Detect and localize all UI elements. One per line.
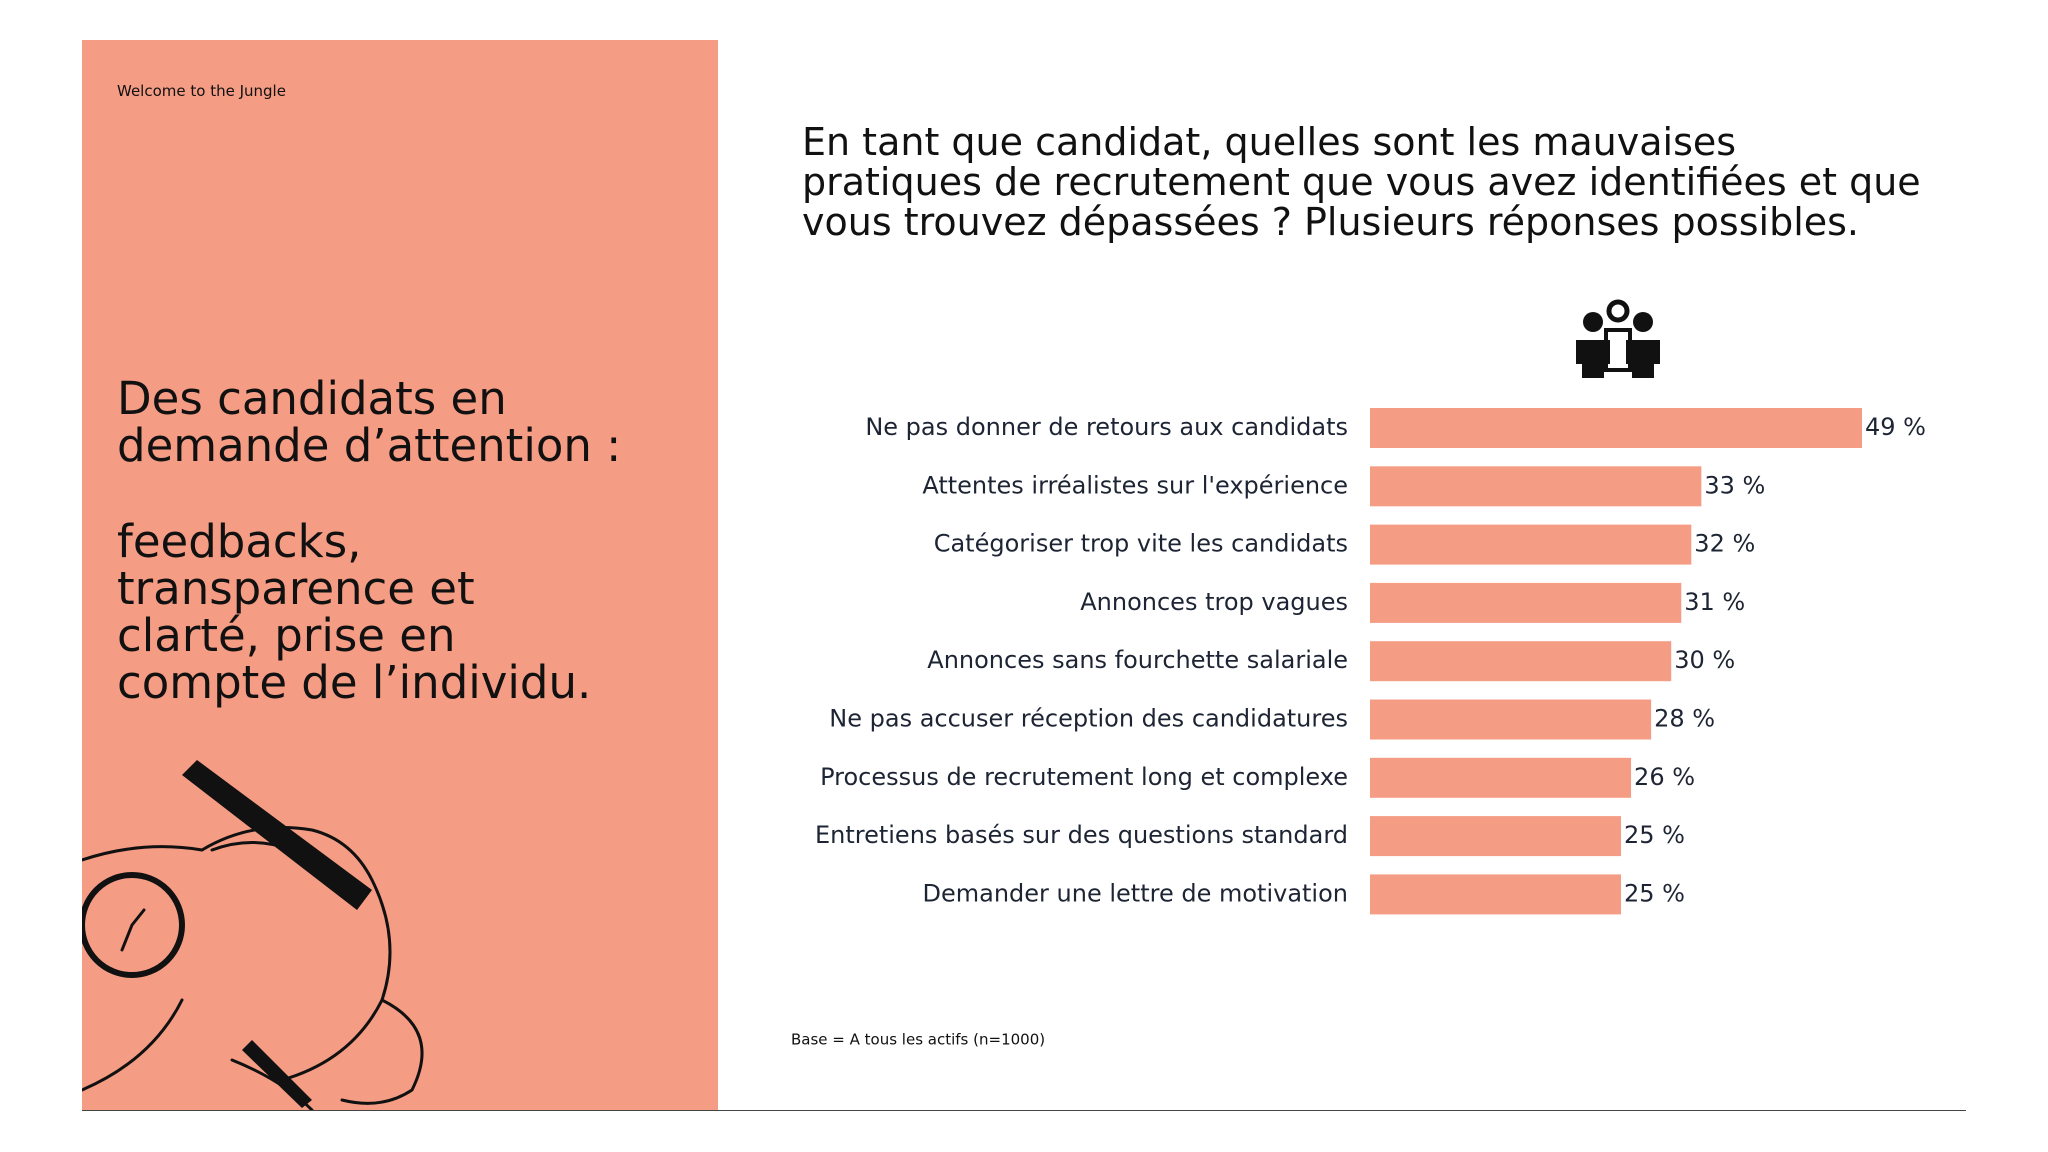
value-label: 49 %	[1865, 413, 1926, 441]
bar	[1370, 699, 1652, 740]
category-label: Ne pas accuser réception des candidature…	[829, 705, 1348, 733]
value-label: 33 %	[1704, 471, 1765, 499]
divider	[82, 1110, 1966, 1111]
bar	[1370, 524, 1692, 565]
category-label: Catégoriser trop vite les candidats	[934, 530, 1348, 558]
category-label: Ne pas donner de retours aux candidats	[865, 413, 1348, 441]
value-label: 26 %	[1634, 763, 1695, 791]
category-label: Annonces trop vagues	[1080, 588, 1348, 616]
bar	[1370, 641, 1672, 682]
value-label: 31 %	[1684, 588, 1745, 616]
value-label: 25 %	[1624, 821, 1685, 849]
category-label: Annonces sans fourchette salariale	[927, 646, 1348, 674]
category-label: Attentes irréalistes sur l'expérience	[922, 471, 1348, 499]
value-label: 28 %	[1654, 705, 1715, 733]
bar	[1370, 874, 1622, 915]
category-label: Entretiens basés sur des questions stand…	[815, 821, 1348, 849]
brand: Welcome to the Jungle	[117, 82, 286, 100]
illustration	[82, 760, 424, 1110]
headline: Des candidats en demande d’attention :	[117, 372, 622, 472]
category-label: Demander une lettre de motivation	[923, 879, 1349, 907]
side-panel: Welcome to the Jungle Des candidats en d…	[82, 40, 718, 1110]
subline: feedbacks, transparence et clarté, prise…	[117, 515, 592, 709]
bar	[1370, 466, 1702, 507]
bar	[1370, 816, 1622, 857]
bar	[1370, 408, 1862, 448]
value-label: 25 %	[1624, 879, 1685, 907]
people-icon	[1576, 299, 1660, 378]
chart-title: En tant que candidat, quelles sont les m…	[802, 120, 1921, 244]
footnote: Base = A tous les actifs (n=1000)	[791, 1031, 1045, 1049]
category-label: Processus de recrutement long et complex…	[820, 763, 1348, 791]
bar	[1370, 757, 1632, 798]
value-label: 30 %	[1674, 646, 1735, 674]
value-label: 32 %	[1694, 530, 1755, 558]
bar	[1370, 582, 1682, 623]
